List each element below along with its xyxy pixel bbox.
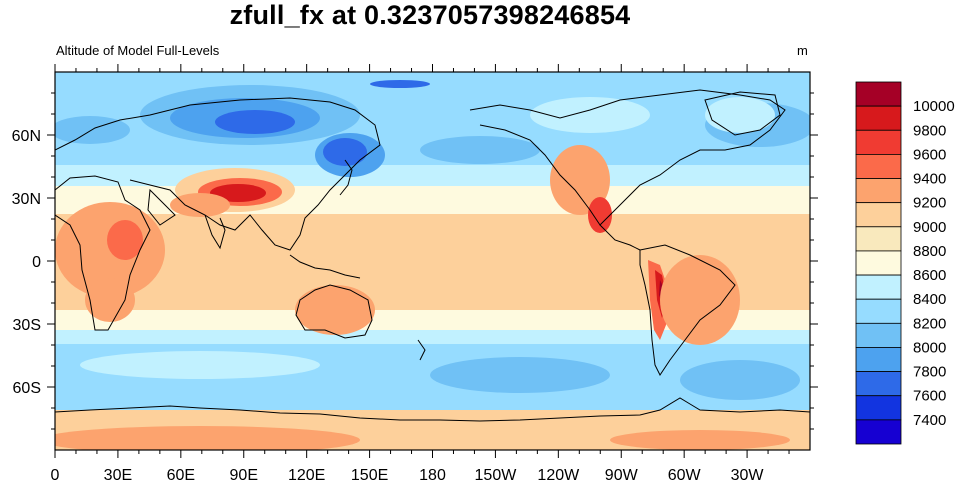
x-tick-label: 180 — [419, 467, 446, 484]
colorbar-swatch — [855, 419, 902, 445]
x-tick-label: 90E — [230, 467, 258, 484]
x-tick-label: 0 — [51, 467, 60, 484]
plot-title: zfull_fx at 0.3237057398246854 — [229, 0, 631, 30]
colorbar-label: 9000 — [913, 219, 946, 236]
colorbar-swatch — [855, 178, 902, 204]
units-label: m — [797, 43, 808, 58]
colorbar-label: 8000 — [913, 339, 946, 356]
y-tick-label: 30S — [13, 317, 41, 334]
colorbar-swatch — [855, 371, 902, 397]
contour-fill — [55, 72, 810, 450]
y-tick-label: 30N — [12, 191, 41, 208]
colorbar-swatch — [855, 226, 902, 252]
colorbar: 10000 9800 9600 9400 9200 9000 8800 8600 8400 820… — [855, 81, 955, 445]
colorbar-label: 8600 — [913, 267, 946, 284]
colorbar-swatch — [855, 129, 902, 155]
colorbar-swatch — [855, 153, 902, 179]
x-tick-label: 120W — [537, 467, 580, 484]
colorbar-label: 10000 — [913, 98, 955, 115]
colorbar-swatch — [855, 298, 902, 324]
y-tick-label: 60N — [12, 128, 41, 145]
x-tick-label: 60W — [668, 467, 702, 484]
colorbar-swatch — [855, 274, 902, 300]
y-tick-label: 0 — [32, 254, 41, 271]
colorbar-label: 9600 — [913, 146, 946, 163]
colorbar-label: 8200 — [913, 315, 946, 332]
colorbar-label: 7400 — [913, 412, 946, 429]
colorbar-label: 8400 — [913, 291, 946, 308]
colorbar-label: 9400 — [913, 171, 946, 188]
colorbar-swatch — [855, 105, 902, 131]
x-tick-label: 150W — [475, 467, 518, 484]
colorbar-swatch — [855, 250, 902, 276]
colorbar-label: 7800 — [913, 364, 946, 381]
x-tick-label: 30E — [104, 467, 132, 484]
coastlines — [55, 89, 810, 422]
colorbar-swatch — [855, 395, 902, 421]
colorbar-swatch — [855, 347, 902, 373]
x-tick-label: 30W — [731, 467, 765, 484]
colorbar-swatch — [855, 322, 902, 348]
colorbar-label: 9800 — [913, 122, 946, 139]
colorbar-label: 8800 — [913, 243, 946, 260]
colorbar-label: 7600 — [913, 388, 946, 405]
x-tick-label: 150E — [351, 467, 388, 484]
x-tick-label: 90W — [605, 467, 639, 484]
x-tick-label: 60E — [167, 467, 195, 484]
latitude-axis: 60N 30N 0 30S 60S — [12, 92, 818, 430]
colorbar-swatch — [855, 81, 902, 107]
longitude-axis: 0 30E 60E 90E 120E 150E 180 150W 120W 90W 60W 30W — [51, 64, 790, 484]
colorbar-label: 9200 — [913, 195, 946, 212]
y-tick-label: 60S — [13, 380, 41, 397]
colorbar-swatch — [855, 202, 902, 228]
x-tick-label: 120E — [288, 467, 325, 484]
field-description: Altitude of Model Full-Levels — [56, 43, 220, 58]
